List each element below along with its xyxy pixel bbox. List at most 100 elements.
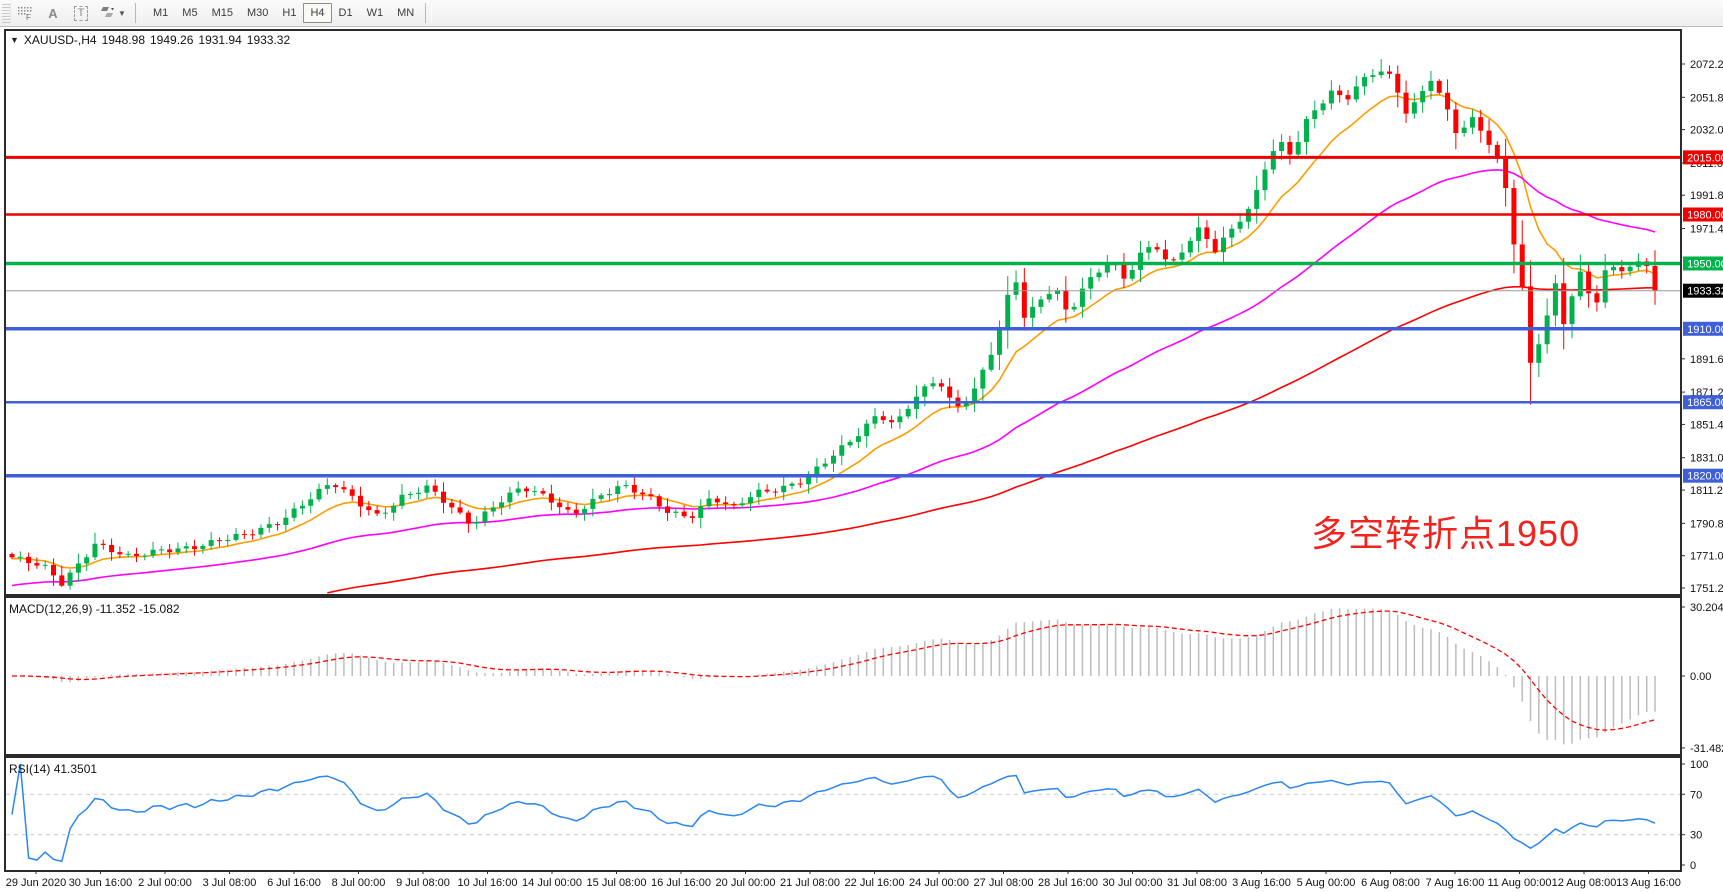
candle-body	[714, 498, 720, 503]
candle-body	[341, 487, 347, 490]
candle	[490, 501, 496, 517]
candle-body	[1121, 264, 1127, 279]
candle-body	[1013, 282, 1019, 295]
candle	[84, 554, 90, 571]
candle-body	[42, 564, 48, 566]
candle-body	[1320, 103, 1326, 111]
candle-body	[440, 491, 446, 503]
candle-body	[17, 556, 23, 558]
main-plot	[9, 59, 1658, 594]
candle	[673, 508, 679, 518]
candle-body	[241, 533, 247, 535]
candle-body	[457, 507, 463, 513]
candle	[1652, 250, 1658, 305]
macd-tick-label: 30.204	[1690, 602, 1723, 614]
candle	[789, 481, 795, 490]
candle	[1129, 265, 1135, 282]
candle	[150, 541, 156, 559]
grid-f-tool-button[interactable]: F	[12, 2, 38, 24]
candle	[316, 483, 322, 502]
candle-body	[366, 506, 372, 511]
candle-body	[615, 486, 621, 495]
candle	[1528, 260, 1534, 405]
candle-body	[349, 489, 355, 496]
candle	[1279, 134, 1285, 161]
candle	[1295, 131, 1301, 158]
candle-body	[897, 416, 903, 423]
main-panel-frame	[4, 29, 1682, 596]
arrange-tool-button[interactable]: ▼	[96, 2, 130, 24]
candle	[208, 532, 214, 550]
price-badge-1933.32: 1933.32	[1683, 283, 1723, 298]
candle	[1055, 287, 1061, 301]
timeframe-button-H4[interactable]: H4	[303, 3, 332, 23]
candle-body	[1478, 117, 1484, 131]
candle-body	[523, 488, 529, 492]
candle-body	[880, 416, 886, 421]
candle	[341, 480, 347, 493]
candle-body	[1270, 151, 1276, 170]
candle-body	[748, 497, 754, 504]
text-a-tool-button[interactable]: A	[40, 2, 66, 24]
candle	[1469, 109, 1475, 135]
candle	[1187, 237, 1193, 258]
candle-body	[482, 511, 488, 523]
timeframe-button-M5[interactable]: M5	[175, 3, 204, 23]
candle-body	[125, 553, 131, 555]
candle-body	[1262, 169, 1268, 191]
timeframe-button-D1[interactable]: D1	[332, 3, 360, 23]
candle	[382, 507, 388, 519]
candle-body	[772, 491, 778, 493]
candle	[324, 478, 330, 495]
medium-ma-line	[11, 168, 1656, 587]
candle	[606, 488, 612, 501]
candle	[1229, 224, 1235, 247]
candle-body	[1129, 270, 1135, 279]
candle-body	[507, 492, 513, 503]
candle	[1179, 243, 1185, 266]
chart-window[interactable]: 2072.202051.802032.002011.601991.801971.…	[0, 27, 1723, 892]
time-label: 6 Aug 08:00	[1361, 877, 1420, 889]
timeframe-button-MN[interactable]: MN	[390, 3, 421, 23]
candle-body	[839, 445, 845, 456]
timeframe-button-M15[interactable]: M15	[205, 3, 240, 23]
candle-body	[764, 489, 770, 492]
candle-body	[540, 491, 546, 494]
candle-body	[1162, 249, 1168, 260]
candle-body	[84, 557, 90, 564]
candle	[200, 543, 206, 554]
candle-body	[117, 552, 123, 555]
chevron-down-icon[interactable]: ▼	[10, 35, 19, 45]
candle-body	[1204, 227, 1210, 240]
candle-body	[1171, 259, 1177, 261]
candle	[1262, 161, 1268, 201]
candle	[233, 527, 239, 542]
candle-body	[557, 502, 563, 508]
candle-body	[905, 408, 911, 417]
candle-body	[565, 507, 571, 510]
candle-body	[150, 549, 156, 556]
candle	[34, 557, 40, 569]
timeframe-button-W1[interactable]: W1	[360, 3, 391, 23]
candle-body	[573, 509, 579, 514]
timeframe-button-M1[interactable]: M1	[146, 3, 175, 23]
candle	[739, 497, 745, 509]
candle-body	[1079, 288, 1085, 307]
timeframe-button-M30[interactable]: M30	[240, 3, 275, 23]
chart-canvas[interactable]: 2072.202051.802032.002011.601991.801971.…	[0, 27, 1723, 892]
text-box-tool-button[interactable]: T	[68, 2, 94, 24]
toolbar-grip[interactable]	[2, 3, 11, 23]
candle	[623, 480, 629, 489]
price-badge-text: 1820.00	[1687, 471, 1723, 483]
candle-body	[192, 546, 198, 550]
candle	[465, 510, 471, 533]
chart-header: ▼ XAUUSD-,H4 1948.98 1949.26 1931.94 193…	[10, 33, 290, 47]
candle	[1146, 240, 1152, 261]
candle	[615, 480, 621, 503]
candle-body	[1511, 188, 1517, 245]
candle-body	[1295, 142, 1301, 155]
toolbar-separator	[135, 3, 142, 23]
timeframe-button-H1[interactable]: H1	[275, 3, 303, 23]
candle	[67, 569, 73, 590]
macd-tick-label: -31.482	[1690, 743, 1723, 755]
